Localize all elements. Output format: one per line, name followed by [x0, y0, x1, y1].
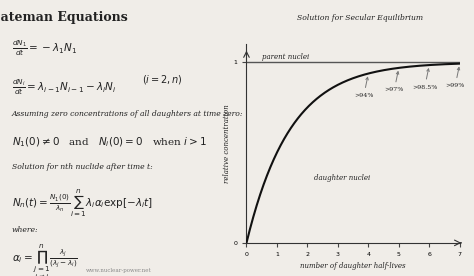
Text: $(i = 2, n)$: $(i = 2, n)$	[142, 73, 183, 86]
Text: Assuming zero concentrations of all daughters at time zero:: Assuming zero concentrations of all daug…	[12, 110, 243, 118]
Text: parent nuclei: parent nuclei	[262, 53, 309, 61]
Text: >98.5%: >98.5%	[412, 69, 438, 89]
Text: $N_1(0) \neq 0$   and   $N_i(0) = 0$   when $i > 1$: $N_1(0) \neq 0$ and $N_i(0) = 0$ when $i…	[12, 135, 207, 149]
Text: $N_n(t) = \frac{N_1(0)}{\lambda_n}\sum_{i=1}^{n}\lambda_i\alpha_i\exp[-\lambda_i: $N_n(t) = \frac{N_1(0)}{\lambda_n}\sum_{…	[12, 188, 153, 219]
Text: $\frac{dN_1}{dt} = -\lambda_1 N_1$: $\frac{dN_1}{dt} = -\lambda_1 N_1$	[12, 39, 77, 58]
Text: >94%: >94%	[354, 77, 374, 98]
Text: Solution for nth nuclide after time t:: Solution for nth nuclide after time t:	[12, 163, 153, 171]
Text: Solution for Secular Equilibrium: Solution for Secular Equilibrium	[297, 14, 423, 22]
Text: >99%: >99%	[446, 67, 465, 88]
Text: >97%: >97%	[384, 72, 404, 92]
Text: daughter nuclei: daughter nuclei	[313, 174, 370, 182]
Text: www.nuclear-power.net: www.nuclear-power.net	[86, 268, 151, 273]
Y-axis label: relative concentration: relative concentration	[223, 104, 231, 183]
Text: where:: where:	[12, 226, 38, 234]
X-axis label: number of daughter half-lives: number of daughter half-lives	[301, 262, 406, 270]
Text: Bateman Equations: Bateman Equations	[0, 11, 128, 24]
Text: $\frac{dN_i}{dt} = \lambda_{i-1}N_{i-1} - \lambda_i N_i$: $\frac{dN_i}{dt} = \lambda_{i-1}N_{i-1} …	[12, 77, 116, 97]
Text: $\alpha_i = \prod_{\substack{j=1\\j\neq i}}^{n}\frac{\lambda_j}{(\lambda_j - \la: $\alpha_i = \prod_{\substack{j=1\\j\neq …	[12, 243, 78, 276]
